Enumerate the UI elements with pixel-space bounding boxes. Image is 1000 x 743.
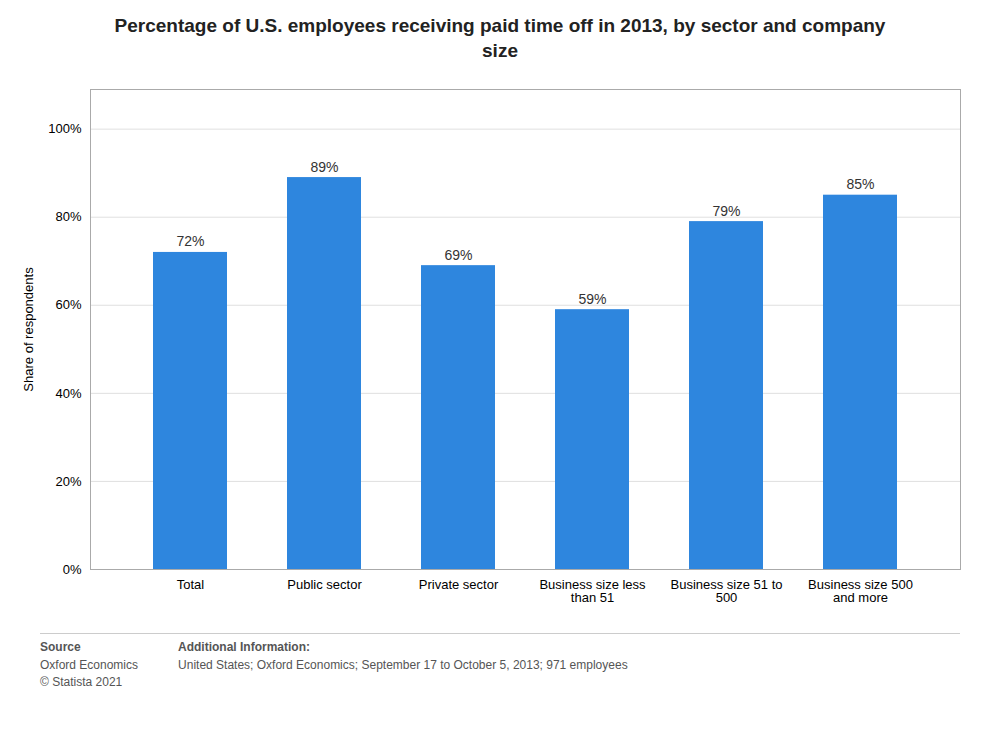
svg-text:59%: 59% — [578, 291, 606, 307]
svg-text:Business size 500and more: Business size 500and more — [808, 577, 913, 605]
svg-text:Total: Total — [177, 577, 205, 592]
html-text:United States; Oxford Economic: United States; Oxford Economics; Septemb… — [178, 658, 628, 673]
svg-text:85%: 85% — [846, 177, 874, 193]
svg-text:60%: 60% — [55, 298, 81, 313]
svg-text:100%: 100% — [48, 122, 82, 137]
svg-text:Share of respondents: Share of respondents — [21, 267, 36, 392]
svg-text:Business size lessthan 51: Business size lessthan 51 — [539, 577, 646, 605]
svg-text:80%: 80% — [55, 210, 81, 225]
svg-text:40%: 40% — [55, 386, 81, 401]
html-text:Oxford Economics © Statista 20: Oxford Economics © Statista 2021 — [40, 658, 138, 690]
svg-text:Private sector: Private sector — [419, 577, 499, 592]
html-text:Percentage of U.S. employees r: Percentage of U.S. employees receiving p… — [114, 15, 886, 61]
svg-text:79%: 79% — [712, 203, 740, 219]
svg-text:20%: 20% — [55, 474, 81, 489]
svg-text:0%: 0% — [63, 562, 82, 577]
svg-text:Public sector: Public sector — [287, 577, 362, 592]
svg-text:69%: 69% — [444, 247, 472, 263]
html-text:Source: Source — [40, 640, 81, 655]
svg-text:89%: 89% — [310, 159, 338, 175]
html-text:Additional Information:: Additional Information: — [178, 640, 310, 655]
svg-text:Business size 51 to500: Business size 51 to500 — [670, 577, 782, 605]
svg-text:72%: 72% — [176, 234, 204, 250]
